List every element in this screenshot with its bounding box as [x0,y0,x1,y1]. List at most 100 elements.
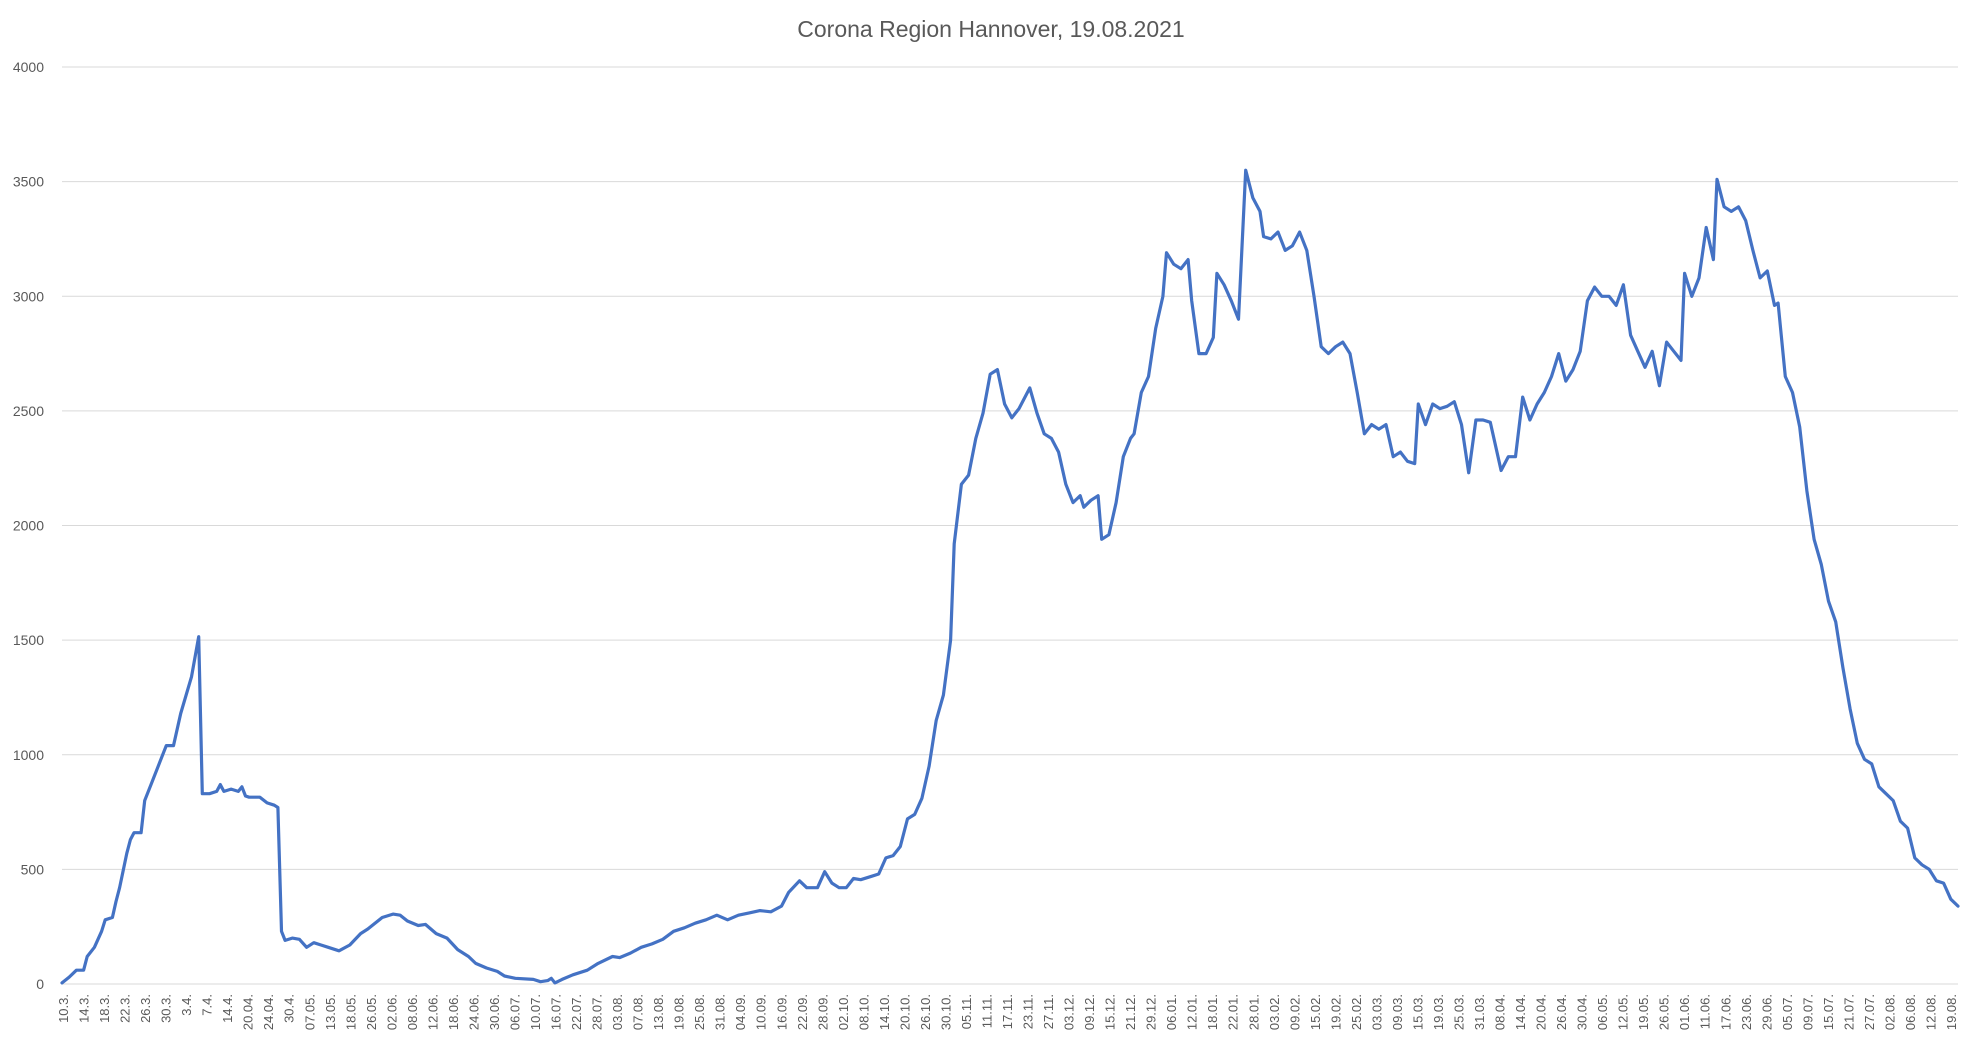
x-tick-label: 12.06. [425,994,440,1030]
x-tick-label: 21.12. [1123,994,1138,1030]
x-tick-label: 18.05. [343,994,358,1030]
x-tick-label: 10.3. [56,994,71,1023]
x-tick-label: 30.06. [487,994,502,1030]
x-tick-label: 18.01. [1205,994,1220,1030]
x-tick-label: 22.3. [118,994,133,1023]
x-tick-label: 18.06. [446,994,461,1030]
x-tick-label: 19.08. [1944,994,1959,1030]
x-tick-label: 05.07. [1780,994,1795,1030]
x-tick-label: 02.06. [384,994,399,1030]
x-axis-ticks: 10.3. 14.3. 18.3. 22.3. 26.3. 30.3. 3.4. 7.4. 14… [56,994,1959,1030]
x-tick-label: 12.05. [1616,994,1631,1030]
x-tick-label: 18.3. [97,994,112,1023]
x-tick-label: 09.12. [1082,994,1097,1030]
x-tick-label: 30.04. [1575,994,1590,1030]
series-layer [60,168,1960,985]
x-tick-label: 16.07. [549,994,564,1030]
x-tick-label: 03.02. [1267,994,1282,1030]
x-tick-label: 19.08. [672,994,687,1030]
y-tick-label: 0 [36,976,44,992]
x-tick-label: 27.07. [1862,994,1877,1030]
x-tick-label: 22.07. [569,994,584,1030]
x-tick-label: 09.07. [1800,994,1815,1030]
x-tick-label: 11.11. [980,994,995,1028]
x-tick-label: 15.03. [1410,994,1425,1030]
x-tick-label: 14.04. [1513,994,1528,1030]
x-tick-label: 14.3. [77,994,92,1023]
x-tick-label: 10.09. [754,994,769,1030]
x-tick-label: 26.05. [364,994,379,1030]
x-tick-label: 07.08. [631,994,646,1030]
x-tick-label: 12.01. [1185,994,1200,1030]
y-tick-label: 500 [21,861,45,877]
x-tick-label: 22.01. [1226,994,1241,1030]
x-tick-label: 25.03. [1452,994,1467,1030]
x-tick-label: 19.02. [1328,994,1343,1030]
x-tick-label: 30.10. [938,994,953,1030]
x-tick-label: 13.05. [323,994,338,1030]
x-tick-label: 24.04. [261,994,276,1030]
x-tick-label: 06.01. [1164,994,1179,1030]
x-tick-label: 26.05. [1657,994,1672,1030]
x-tick-label: 23.06. [1739,994,1754,1030]
x-tick-label: 13.08. [651,994,666,1030]
x-tick-label: 15.12. [1103,994,1118,1030]
x-tick-label: 08.06. [405,994,420,1030]
x-tick-label: 14.10. [877,994,892,1030]
x-tick-label: 06.07. [508,994,523,1030]
x-tick-label: 28.07. [590,994,605,1030]
x-tick-label: 29.12. [1144,994,1159,1030]
x-tick-label: 3.4. [179,994,194,1016]
x-tick-label: 26.04. [1554,994,1569,1030]
x-tick-label: 05.11. [959,994,974,1029]
y-tick-label: 3000 [13,288,44,304]
x-tick-label: 04.09. [733,994,748,1030]
x-tick-label: 06.05. [1595,994,1610,1030]
x-tick-label: 26.3. [138,994,153,1023]
y-axis-ticks: 0 500 1000 1500 2000 2500 3000 3500 4000 [13,59,44,992]
x-tick-label: 16.09. [774,994,789,1030]
x-tick-label: 19.03. [1431,994,1446,1030]
chart-title: Corona Region Hannover, 19.08.2021 [797,16,1184,42]
x-tick-label: 02.08. [1882,994,1897,1030]
x-tick-label: 03.08. [610,994,625,1030]
x-tick-label: 03.03. [1369,994,1384,1030]
x-tick-label: 06.08. [1903,994,1918,1030]
x-tick-label: 08.10. [856,994,871,1030]
x-tick-label: 25.08. [692,994,707,1030]
x-tick-label: 25.02. [1349,994,1364,1030]
gridlines [62,66,1958,985]
x-tick-label: 02.10. [836,994,851,1030]
series-line-0 [60,168,1960,985]
x-tick-label: 7.4. [200,994,215,1016]
x-tick-label: 27.11. [1041,994,1056,1029]
x-tick-label: 30.4. [282,994,297,1023]
x-tick-label: 28.09. [815,994,830,1030]
x-tick-label: 19.05. [1636,994,1651,1030]
x-tick-label: 14.4. [220,994,235,1023]
x-tick-label: 15.07. [1821,994,1836,1030]
y-tick-label: 2000 [13,518,44,534]
x-tick-label: 28.01. [1246,994,1261,1030]
x-tick-label: 26.10. [918,994,933,1030]
x-tick-label: 03.12. [1062,994,1077,1030]
x-tick-label: 31.08. [713,994,728,1030]
y-tick-label: 2500 [13,403,44,419]
x-tick-label: 22.09. [795,994,810,1030]
x-tick-label: 10.07. [528,994,543,1030]
y-tick-label: 1000 [13,747,44,763]
x-tick-label: 15.02. [1308,994,1323,1030]
x-tick-label: 31.03. [1472,994,1487,1030]
x-tick-label: 20.10. [897,994,912,1030]
x-tick-label: 17.06. [1718,994,1733,1030]
x-tick-label: 01.06. [1677,994,1692,1030]
x-tick-label: 17.11. [1000,994,1015,1029]
y-tick-label: 1500 [13,632,44,648]
x-tick-label: 08.04. [1493,994,1508,1030]
x-tick-label: 12.08. [1924,994,1939,1030]
x-tick-label: 07.05. [302,994,317,1030]
x-tick-label: 20.04. [241,994,256,1030]
x-tick-label: 20.04. [1534,994,1549,1030]
